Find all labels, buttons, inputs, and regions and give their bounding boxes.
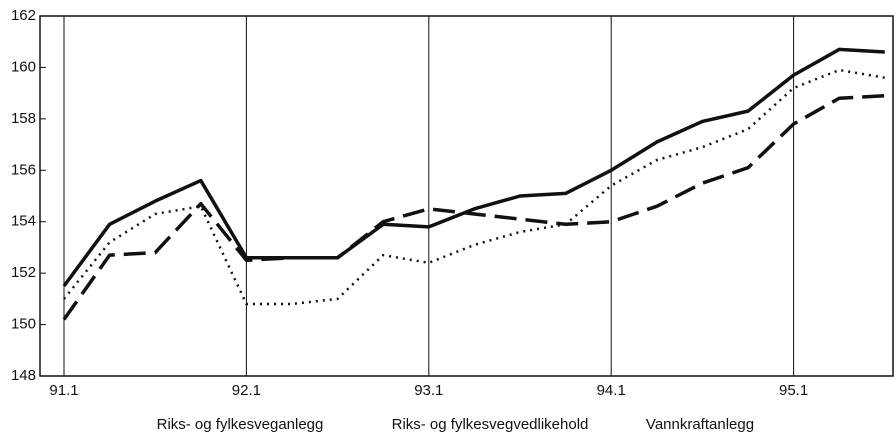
series-line (62, 93, 885, 321)
y-tick-label: 160 (11, 58, 36, 75)
series-line (62, 47, 885, 288)
x-tick-label: 91.1 (49, 382, 78, 399)
y-tick-label: 152 (11, 264, 36, 281)
y-tick-label: 158 (11, 110, 36, 127)
legend-label: Vannkraftanlegg (646, 416, 754, 433)
y-tick-label: 148 (11, 367, 36, 384)
x-tick-label: 94.1 (597, 382, 626, 399)
y-tick-label: 156 (11, 161, 36, 178)
x-tick-label: 92.1 (232, 382, 261, 399)
y-tick-label: 154 (11, 213, 36, 230)
y-tick-label: 162 (11, 7, 36, 24)
legend-label: Riks- og fylkesvegvedlikehold (392, 416, 589, 433)
y-tick-label: 150 (11, 316, 36, 333)
plot-frame (39, 15, 894, 377)
legend-label: Riks- og fylkesveganlegg (157, 416, 324, 433)
x-tick-label: 95.1 (779, 382, 808, 399)
x-tick-label: 93.1 (414, 382, 443, 399)
